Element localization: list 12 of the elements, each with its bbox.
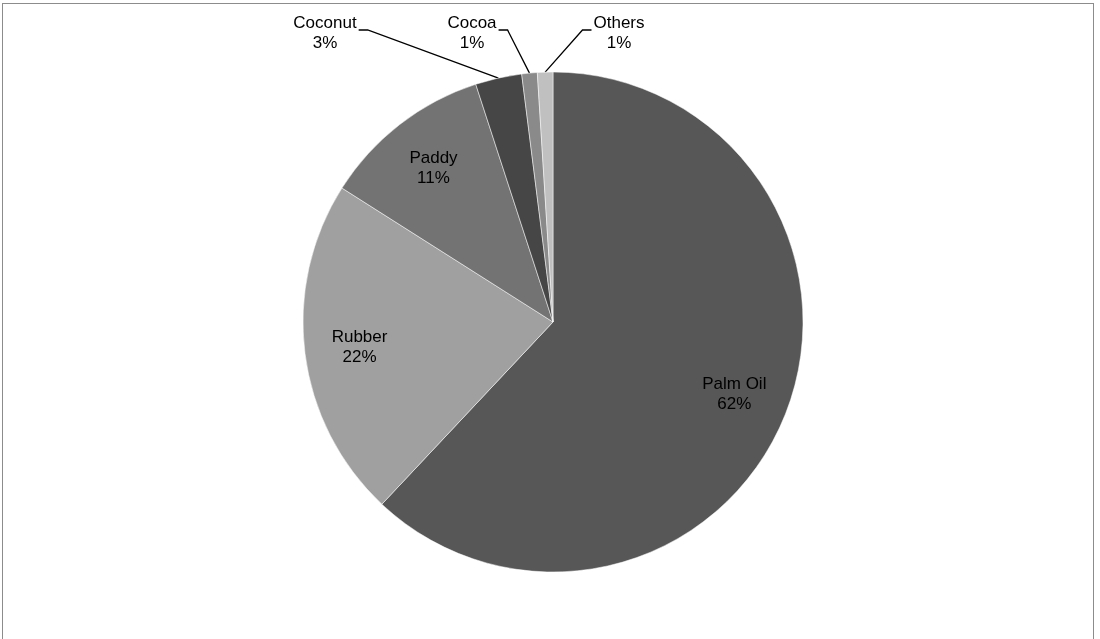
slice-label: Rubber — [331, 326, 388, 346]
data-label: 62% — [717, 394, 752, 414]
slice-label: Coconut — [293, 12, 357, 32]
data-label: 1% — [459, 32, 485, 52]
slice-label: Cocoa — [447, 12, 498, 32]
slice-label: Palm Oil — [702, 374, 767, 394]
data-label: 1% — [606, 32, 632, 52]
data-label: 11% — [417, 168, 450, 188]
data-label: 22% — [342, 346, 377, 366]
slice-label: Paddy — [409, 148, 459, 168]
data-label: 3% — [312, 32, 338, 52]
slice-label: Others — [593, 12, 645, 32]
